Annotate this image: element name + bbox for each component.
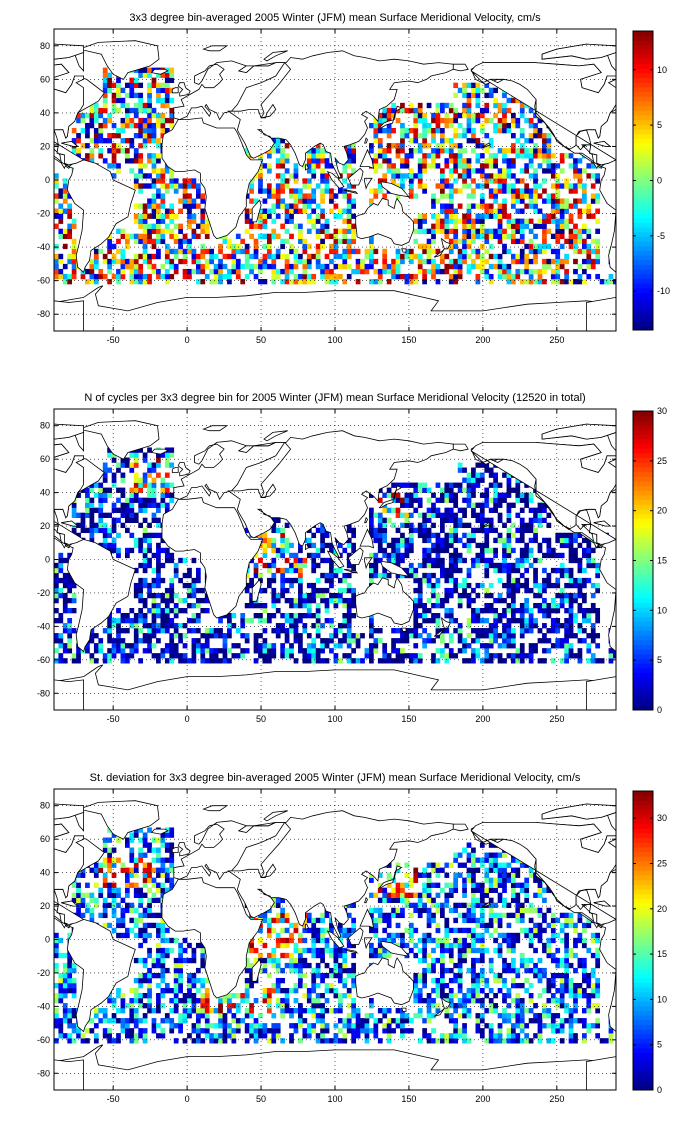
plot-area	[54, 29, 616, 331]
x-tick-label: 50	[256, 714, 266, 724]
y-tick-label: -80	[37, 309, 50, 319]
x-tick-label: 0	[185, 1094, 190, 1104]
colorbar: 0 5 10 15 20 25 30	[632, 406, 667, 715]
y-tick-label: -60	[37, 1035, 50, 1045]
x-tick-label: -50	[107, 1094, 120, 1104]
colorbar-tick-label: 0	[657, 176, 662, 186]
colorbar-tick-label: 30	[657, 813, 667, 823]
x-tick-label: 100	[327, 335, 342, 345]
y-tick-label: 80	[40, 801, 50, 811]
grid	[54, 789, 616, 1090]
y-tick-label: 20	[40, 901, 50, 911]
colorbar-tick-label: -10	[657, 286, 670, 296]
x-tick-label: -50	[107, 335, 120, 345]
x-tick-label: 200	[475, 1094, 490, 1104]
x-tick-label: 50	[256, 1094, 266, 1104]
x-tick-label: 250	[549, 335, 564, 345]
y-tick-label: 60	[40, 834, 50, 844]
y-tick-label: -60	[37, 655, 50, 665]
y-tick-label: -80	[37, 688, 50, 698]
bin-cells	[54, 67, 616, 285]
colorbar-tick-label: 20	[657, 506, 667, 516]
y-tick-label: 20	[40, 141, 50, 151]
colorbar-tick-label: 25	[657, 456, 667, 466]
x-tick-label: 200	[475, 714, 490, 724]
colorbar-tick-label: -5	[657, 231, 665, 241]
y-tick-label: 0	[45, 175, 50, 185]
y-tick-label: 60	[40, 454, 50, 464]
colorbar-tick-label: 10	[657, 65, 667, 75]
x-tick-label: 200	[475, 335, 490, 345]
x-tick-label: 50	[256, 335, 266, 345]
x-tick-label: 250	[549, 1094, 564, 1104]
panel-title: St. deviation for 3x3 degree bin-average…	[90, 772, 581, 784]
y-tick-label: 0	[45, 555, 50, 565]
colorbar-tick-label: 15	[657, 949, 667, 959]
colorbar-tick-label: 0	[657, 705, 662, 715]
y-tick-label: -40	[37, 242, 50, 252]
x-tick-label: 250	[549, 714, 564, 724]
y-tick-label: 60	[40, 74, 50, 84]
y-tick-label: 40	[40, 868, 50, 878]
y-tick-label: 20	[40, 521, 50, 531]
plot-area	[54, 789, 616, 1090]
y-tick-label: -20	[37, 209, 50, 219]
y-tick-label: -20	[37, 968, 50, 978]
x-tick-label: 0	[185, 714, 190, 724]
y-tick-label: -40	[37, 1001, 50, 1011]
panel-title: 3x3 degree bin-averaged 2005 Winter (JFM…	[129, 12, 541, 24]
y-tick-label: 0	[45, 935, 50, 945]
x-tick-label: 150	[401, 1094, 416, 1104]
colorbar-tick-label: 15	[657, 556, 667, 566]
x-tick-label: 150	[401, 335, 416, 345]
colorbar-tick-label: 0	[657, 1085, 662, 1095]
coastlines	[54, 40, 616, 331]
coastlines	[54, 420, 616, 710]
y-tick-label: -60	[37, 276, 50, 286]
y-tick-label: 80	[40, 421, 50, 431]
colorbar-tick-label: 20	[657, 904, 667, 914]
y-tick-label: -20	[37, 588, 50, 598]
panel-1: 3x3 degree bin-averaged 2005 Winter (JFM…	[37, 12, 670, 345]
colorbar: 0 5 10 15 20 25 30	[632, 790, 667, 1095]
colorbar-tick-label: 5	[657, 655, 662, 665]
grid	[54, 409, 616, 710]
colorbar-tick-label: 30	[657, 406, 667, 416]
x-tick-label: -50	[107, 714, 120, 724]
colorbar-tick-label: 5	[657, 1040, 662, 1050]
plot-area	[54, 409, 616, 710]
colorbar-tick-label: 10	[657, 605, 667, 615]
coastlines	[54, 800, 616, 1090]
grid	[54, 29, 616, 331]
y-tick-label: -40	[37, 621, 50, 631]
y-tick-label: 80	[40, 41, 50, 51]
x-tick-label: 100	[327, 1094, 342, 1104]
x-tick-label: 150	[401, 714, 416, 724]
panel-2: N of cycles per 3x3 degree bin for 2005 …	[37, 392, 667, 724]
y-tick-label: 40	[40, 108, 50, 118]
colorbar-tick-label: 10	[657, 994, 667, 1004]
colorbar-tick-label: 5	[657, 120, 662, 130]
colorbar-tick-label: 25	[657, 858, 667, 868]
panel-title: N of cycles per 3x3 degree bin for 2005 …	[84, 392, 585, 404]
y-tick-label: -80	[37, 1068, 50, 1078]
panel-3: St. deviation for 3x3 degree bin-average…	[37, 772, 667, 1104]
x-tick-label: 100	[327, 714, 342, 724]
y-tick-label: 40	[40, 488, 50, 498]
colorbar: -10 -5 0 5 10	[632, 30, 670, 331]
bin-cells	[54, 827, 616, 1044]
x-tick-label: 0	[185, 335, 190, 345]
